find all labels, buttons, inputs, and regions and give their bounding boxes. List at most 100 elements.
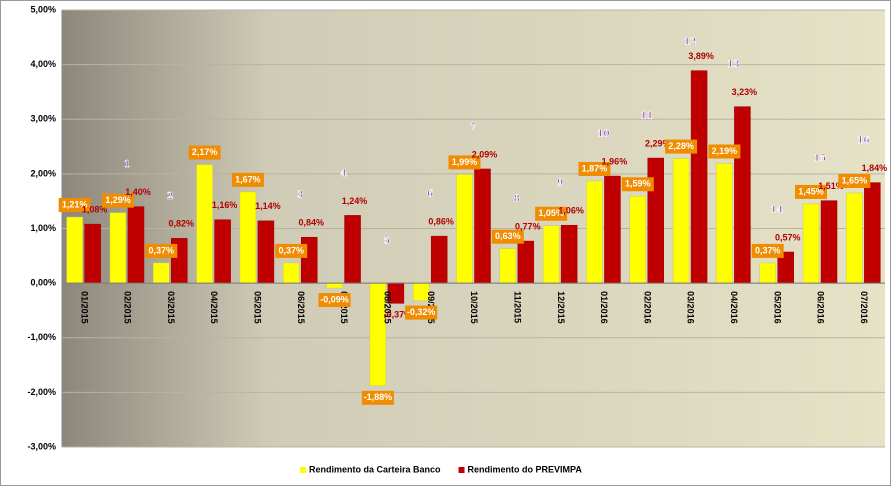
value-label: -0,32% (407, 307, 436, 317)
bar (846, 192, 863, 284)
bar (690, 70, 708, 284)
value-label: 0,57% (775, 232, 801, 242)
value-label: 1,99% (452, 157, 478, 167)
value-label: 1,08% (82, 205, 108, 215)
value-label: 1,67% (235, 174, 261, 184)
y-tick-label: -2,00% (27, 387, 56, 397)
bar (864, 182, 881, 284)
value-label: 1,14% (255, 201, 281, 211)
bar (456, 174, 473, 284)
annotation: 4 (340, 169, 346, 179)
value-label: 2,29% (645, 138, 671, 148)
legend-swatch (458, 467, 465, 473)
x-tick-label: 01/2015 (79, 291, 89, 324)
value-label: 1,59% (625, 179, 651, 189)
value-label: 2,19% (712, 146, 738, 156)
annotation: 10 (597, 130, 610, 140)
y-tick-label: 1,00% (30, 223, 56, 233)
x-tick-label: 06/2015 (296, 291, 306, 324)
value-label: -1,88% (364, 392, 393, 402)
legend-label: Rendimento do PREVIMPA (468, 464, 583, 474)
value-label: 1,24% (342, 196, 368, 206)
legend-swatch (300, 467, 306, 473)
value-label-box (318, 293, 351, 308)
annotation: 6 (427, 190, 433, 200)
annotation: 1 (124, 160, 130, 170)
value-label: -0,09% (320, 294, 349, 304)
y-tick-label: -1,00% (27, 332, 56, 342)
x-tick-label: 03/2015 (166, 291, 176, 324)
value-label: 1,87% (582, 163, 608, 173)
bar (716, 163, 733, 284)
value-label: 3,23% (732, 87, 758, 97)
bar (586, 180, 603, 284)
x-tick-label: 04/2015 (209, 291, 219, 324)
value-label: 2,28% (668, 141, 694, 151)
annotation: 9 (557, 179, 563, 189)
x-tick-label: 01/2016 (599, 291, 609, 324)
bar (127, 206, 145, 284)
bar (560, 224, 578, 284)
bar (629, 196, 647, 284)
value-label-box (361, 390, 394, 405)
legend-label: Rendimento da Carteira Banco (309, 464, 441, 474)
bar (344, 215, 361, 284)
value-label-box (838, 173, 871, 188)
bar (517, 240, 535, 284)
value-label: 0,37% (755, 245, 781, 255)
x-tick-label: 02/2016 (642, 291, 652, 324)
y-tick-label: -3,00% (27, 441, 56, 451)
annotation: 3 (297, 191, 303, 201)
bar (153, 262, 170, 284)
value-label-box (535, 206, 568, 221)
x-tick-label: 02/2015 (123, 291, 133, 324)
bar (604, 175, 621, 284)
y-tick-label: 5,00% (30, 4, 56, 14)
bar (474, 168, 491, 284)
annotation: 2 (167, 192, 173, 202)
value-label-box (188, 145, 221, 160)
annotation: 7 (470, 122, 476, 132)
bar (672, 158, 690, 284)
value-label: 3,89% (688, 51, 714, 61)
bar (734, 106, 751, 284)
value-label: 0,37% (149, 245, 175, 255)
x-tick-label: 05/2015 (253, 291, 263, 324)
value-label: 0,86% (428, 217, 454, 227)
x-tick-label: 03/2016 (686, 291, 696, 324)
value-label: -0,37% (384, 310, 413, 320)
bar (542, 225, 560, 284)
bar (820, 200, 838, 284)
value-label: 0,63% (495, 231, 521, 241)
x-tick-label: 04/2016 (729, 291, 739, 324)
y-tick-label: 0,00% (30, 278, 56, 288)
value-label-box (231, 172, 264, 187)
value-label-box (795, 184, 828, 199)
bar (196, 164, 213, 284)
value-label: 1,40% (125, 187, 151, 197)
value-label: 1,29% (105, 195, 131, 205)
value-label: 1,21% (62, 199, 88, 209)
value-label: 1,16% (212, 200, 238, 210)
x-tick-label: 05/2016 (772, 291, 782, 324)
value-label-box (448, 155, 481, 170)
value-label: 1,84% (862, 163, 888, 173)
value-label-box (405, 305, 438, 320)
annotation: 5 (384, 237, 390, 247)
x-tick-label: 12/2015 (556, 291, 566, 324)
value-label: 1,06% (558, 206, 584, 216)
bar (759, 262, 776, 284)
y-tick-label: 4,00% (30, 59, 56, 69)
value-label-box (491, 229, 524, 244)
y-tick-label: 2,00% (30, 168, 56, 178)
annotation: 16 (857, 136, 870, 146)
value-label: 0,84% (298, 218, 324, 228)
bar (66, 216, 83, 284)
y-tick-label: 3,00% (30, 114, 56, 124)
bar (430, 235, 448, 284)
value-label: 0,77% (515, 221, 541, 231)
value-label-box (708, 144, 741, 159)
x-tick-label: 08/2015 (382, 291, 392, 324)
value-label-box (621, 177, 654, 192)
